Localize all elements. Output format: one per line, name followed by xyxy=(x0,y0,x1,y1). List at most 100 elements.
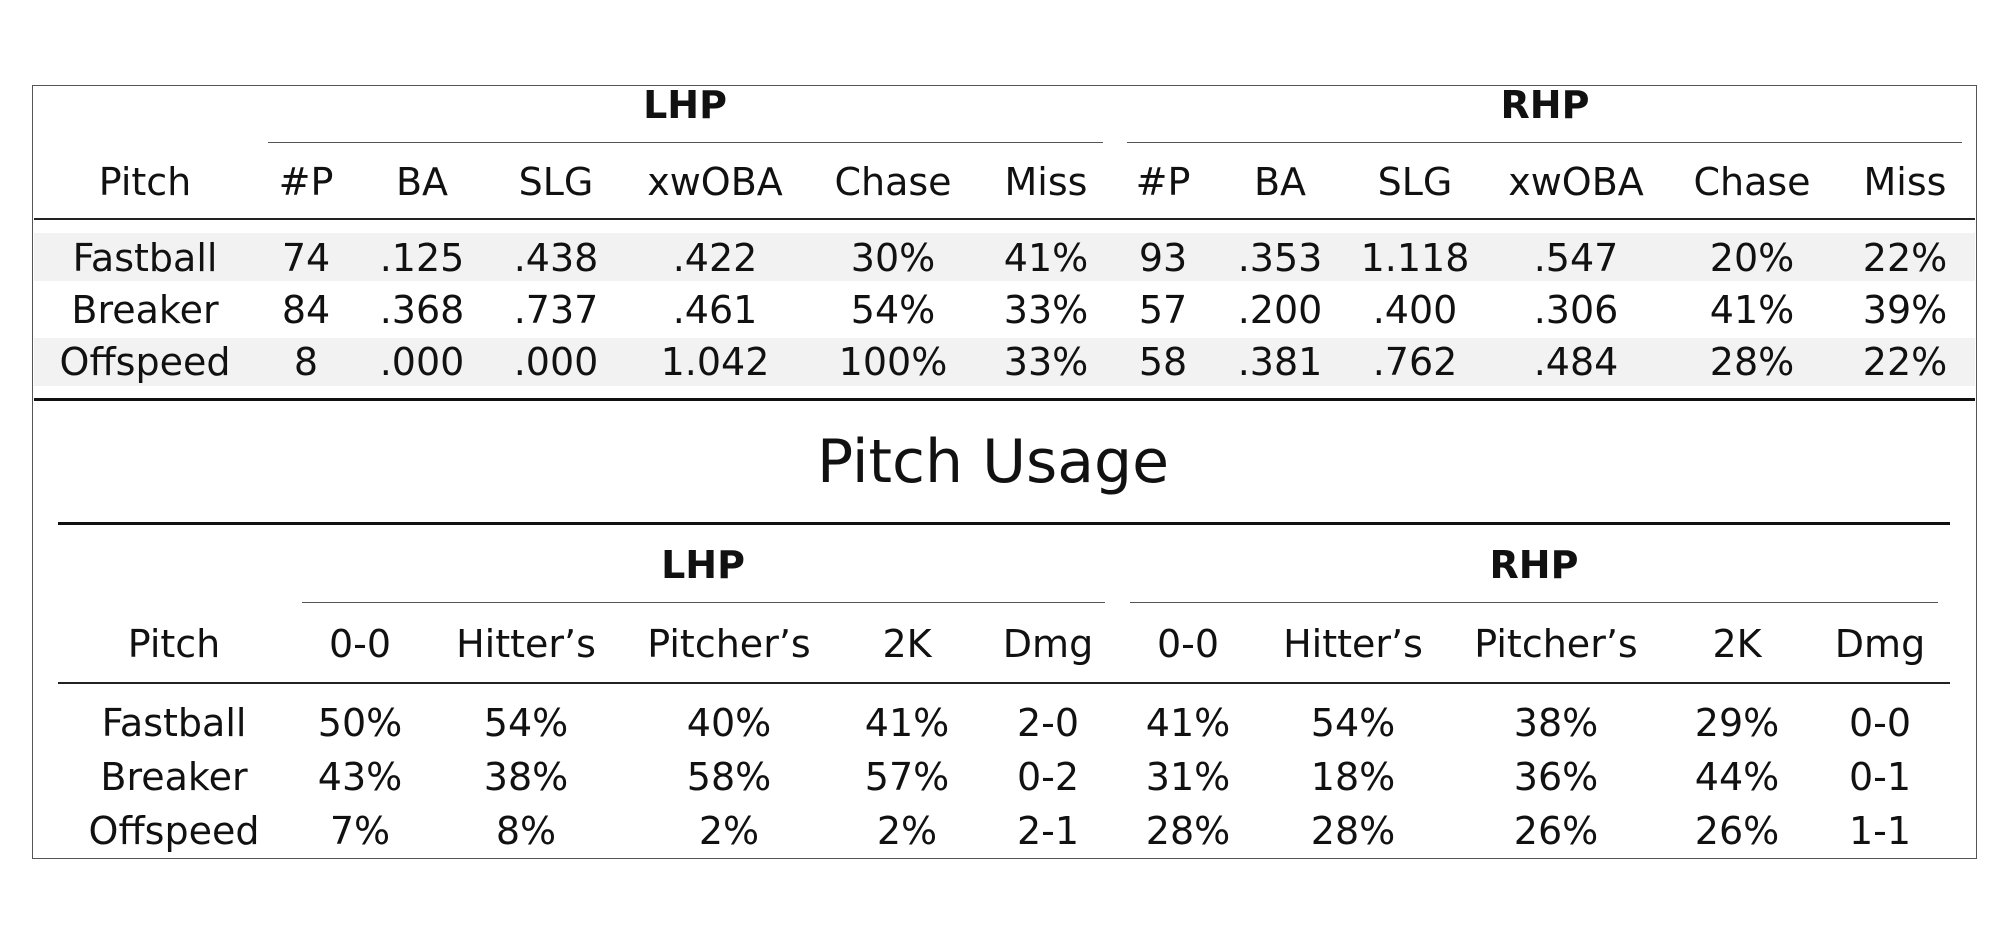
usage-title: Pitch Usage xyxy=(816,427,1170,497)
column-header-rhp-xwoba: xwOBA xyxy=(1508,160,1644,204)
table-cell: .737 xyxy=(513,288,599,332)
usage-table-cell: 28% xyxy=(1310,809,1396,853)
usage-table-cell: 50% xyxy=(317,701,403,745)
usage-group-header-lhp: LHP xyxy=(661,543,745,587)
table-cell: 74 xyxy=(281,236,331,280)
table-cell: .353 xyxy=(1237,236,1323,280)
usage-table-cell: 26% xyxy=(1694,809,1780,853)
usage-table-cell: 38% xyxy=(1513,701,1599,745)
usage-table-cell: 44% xyxy=(1694,755,1780,799)
usage-column-header-lhp-hitters: Hitter’s xyxy=(456,622,596,666)
usage-table-cell: 18% xyxy=(1310,755,1396,799)
table-cell: 41% xyxy=(1709,288,1795,332)
column-header-lhp-count: #P xyxy=(278,160,334,204)
table-cell: 20% xyxy=(1709,236,1795,280)
table-cell: 1.042 xyxy=(660,340,770,384)
table-cell: 58 xyxy=(1138,340,1188,384)
usage-column-header-rhp-hitters: Hitter’s xyxy=(1283,622,1423,666)
column-header-rhp-chase: Chase xyxy=(1693,160,1811,204)
table-cell: 54% xyxy=(850,288,936,332)
table-cell: .484 xyxy=(1533,340,1619,384)
usage-group-header-rhp: RHP xyxy=(1489,543,1579,587)
table-cell: .438 xyxy=(513,236,599,280)
column-header-lhp-miss: Miss xyxy=(1004,160,1088,204)
usage-column-header-rhp-dmg: Dmg xyxy=(1834,622,1926,666)
table-cell: .125 xyxy=(379,236,465,280)
header-rule xyxy=(34,218,1975,220)
usage-column-header-pitch: Pitch xyxy=(127,622,221,666)
usage-column-header-lhp-2k: 2K xyxy=(882,622,932,666)
table-cell: 22% xyxy=(1862,236,1948,280)
column-header-rhp-count: #P xyxy=(1135,160,1191,204)
table-cell: 30% xyxy=(850,236,936,280)
row-label: Fastball xyxy=(72,236,218,280)
usage-row-label: Breaker xyxy=(100,755,248,799)
usage-table-cell: 28% xyxy=(1145,809,1231,853)
table-cell: .461 xyxy=(672,288,758,332)
column-header-rhp-miss: Miss xyxy=(1863,160,1947,204)
usage-column-header-rhp-2k: 2K xyxy=(1712,622,1762,666)
section-divider xyxy=(34,398,1975,401)
usage-column-header-rhp-0-0: 0-0 xyxy=(1156,622,1220,666)
usage-table-cell: 0-1 xyxy=(1848,755,1912,799)
table-cell: 39% xyxy=(1862,288,1948,332)
table-cell: 33% xyxy=(1003,340,1089,384)
usage-table-cell: 58% xyxy=(686,755,772,799)
table-cell: 22% xyxy=(1862,340,1948,384)
usage-group-rule-rhp xyxy=(1130,602,1938,603)
table-cell: .368 xyxy=(379,288,465,332)
table-cell: .000 xyxy=(379,340,465,384)
usage-table-cell: 0-0 xyxy=(1848,701,1912,745)
table-cell: 57 xyxy=(1138,288,1188,332)
usage-column-header-lhp-dmg: Dmg xyxy=(1002,622,1094,666)
usage-table-cell: 41% xyxy=(1145,701,1231,745)
usage-group-rule-lhp xyxy=(302,602,1105,603)
usage-table-cell: 54% xyxy=(483,701,569,745)
usage-table-cell: 26% xyxy=(1513,809,1599,853)
column-header-lhp-xwoba: xwOBA xyxy=(647,160,783,204)
usage-table-cell: 57% xyxy=(864,755,950,799)
row-band-fastball xyxy=(34,233,1975,281)
group-header-lhp: LHP xyxy=(643,83,727,127)
column-header-rhp-ba: BA xyxy=(1253,160,1307,204)
usage-table-cell: 0-2 xyxy=(1016,755,1080,799)
usage-table-cell: 2-1 xyxy=(1016,809,1080,853)
column-header-lhp-slg: SLG xyxy=(518,160,594,204)
usage-table-cell: 2-0 xyxy=(1016,701,1080,745)
table-cell: .422 xyxy=(672,236,758,280)
column-header-rhp-slg: SLG xyxy=(1377,160,1453,204)
usage-table-cell: 36% xyxy=(1513,755,1599,799)
column-header-lhp-chase: Chase xyxy=(834,160,952,204)
title-rule xyxy=(58,522,1950,525)
column-header-pitch: Pitch xyxy=(98,160,192,204)
table-cell: 33% xyxy=(1003,288,1089,332)
table-cell: .400 xyxy=(1372,288,1458,332)
table-cell: .200 xyxy=(1237,288,1323,332)
usage-table-cell: 2% xyxy=(876,809,938,853)
usage-table-cell: 41% xyxy=(864,701,950,745)
table-cell: 8 xyxy=(293,340,319,384)
group-rule-lhp xyxy=(268,142,1103,143)
usage-column-header-lhp-0-0: 0-0 xyxy=(328,622,392,666)
table-cell: 41% xyxy=(1003,236,1089,280)
table-cell: .762 xyxy=(1372,340,1458,384)
usage-row-label: Fastball xyxy=(101,701,247,745)
row-label: Breaker xyxy=(71,288,219,332)
usage-column-header-lhp-pitchers: Pitcher’s xyxy=(647,622,811,666)
usage-column-header-rhp-pitchers: Pitcher’s xyxy=(1474,622,1638,666)
table-cell: .306 xyxy=(1533,288,1619,332)
table-cell: 93 xyxy=(1138,236,1188,280)
row-band-offspeed xyxy=(34,338,1975,386)
usage-table-cell: 29% xyxy=(1694,701,1780,745)
table-cell: .381 xyxy=(1237,340,1323,384)
group-rule-rhp xyxy=(1127,142,1962,143)
usage-table-cell: 38% xyxy=(483,755,569,799)
usage-table-cell: 2% xyxy=(698,809,760,853)
table-cell: 1.118 xyxy=(1360,236,1470,280)
table-cell: 84 xyxy=(281,288,331,332)
table-cell: .000 xyxy=(513,340,599,384)
usage-table-cell: 1-1 xyxy=(1848,809,1912,853)
table-cell: 28% xyxy=(1709,340,1795,384)
usage-table-cell: 8% xyxy=(495,809,557,853)
column-header-lhp-ba: BA xyxy=(395,160,449,204)
